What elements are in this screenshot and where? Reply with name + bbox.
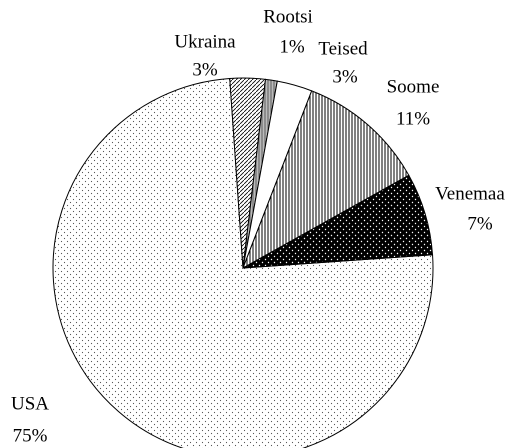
pie-slice	[52, 77, 434, 448]
slice-label: Ukraina	[174, 31, 236, 52]
slice-value-label: 3%	[192, 59, 218, 80]
slice-label: Venemaa	[435, 183, 505, 204]
slice-label: Teised	[318, 38, 368, 59]
slice-value-label: 3%	[332, 66, 358, 87]
slice-label: USA	[11, 393, 49, 414]
slice-label: Soome	[387, 76, 440, 97]
pie-slice	[242, 90, 410, 270]
slice-value-label: 7%	[467, 213, 493, 234]
slice-value-label: 11%	[396, 108, 430, 129]
slice-value-label: 1%	[279, 36, 305, 57]
slice-label: Rootsi	[263, 6, 313, 27]
pie-slice	[242, 174, 434, 269]
slice-value-label: 75%	[13, 425, 48, 446]
